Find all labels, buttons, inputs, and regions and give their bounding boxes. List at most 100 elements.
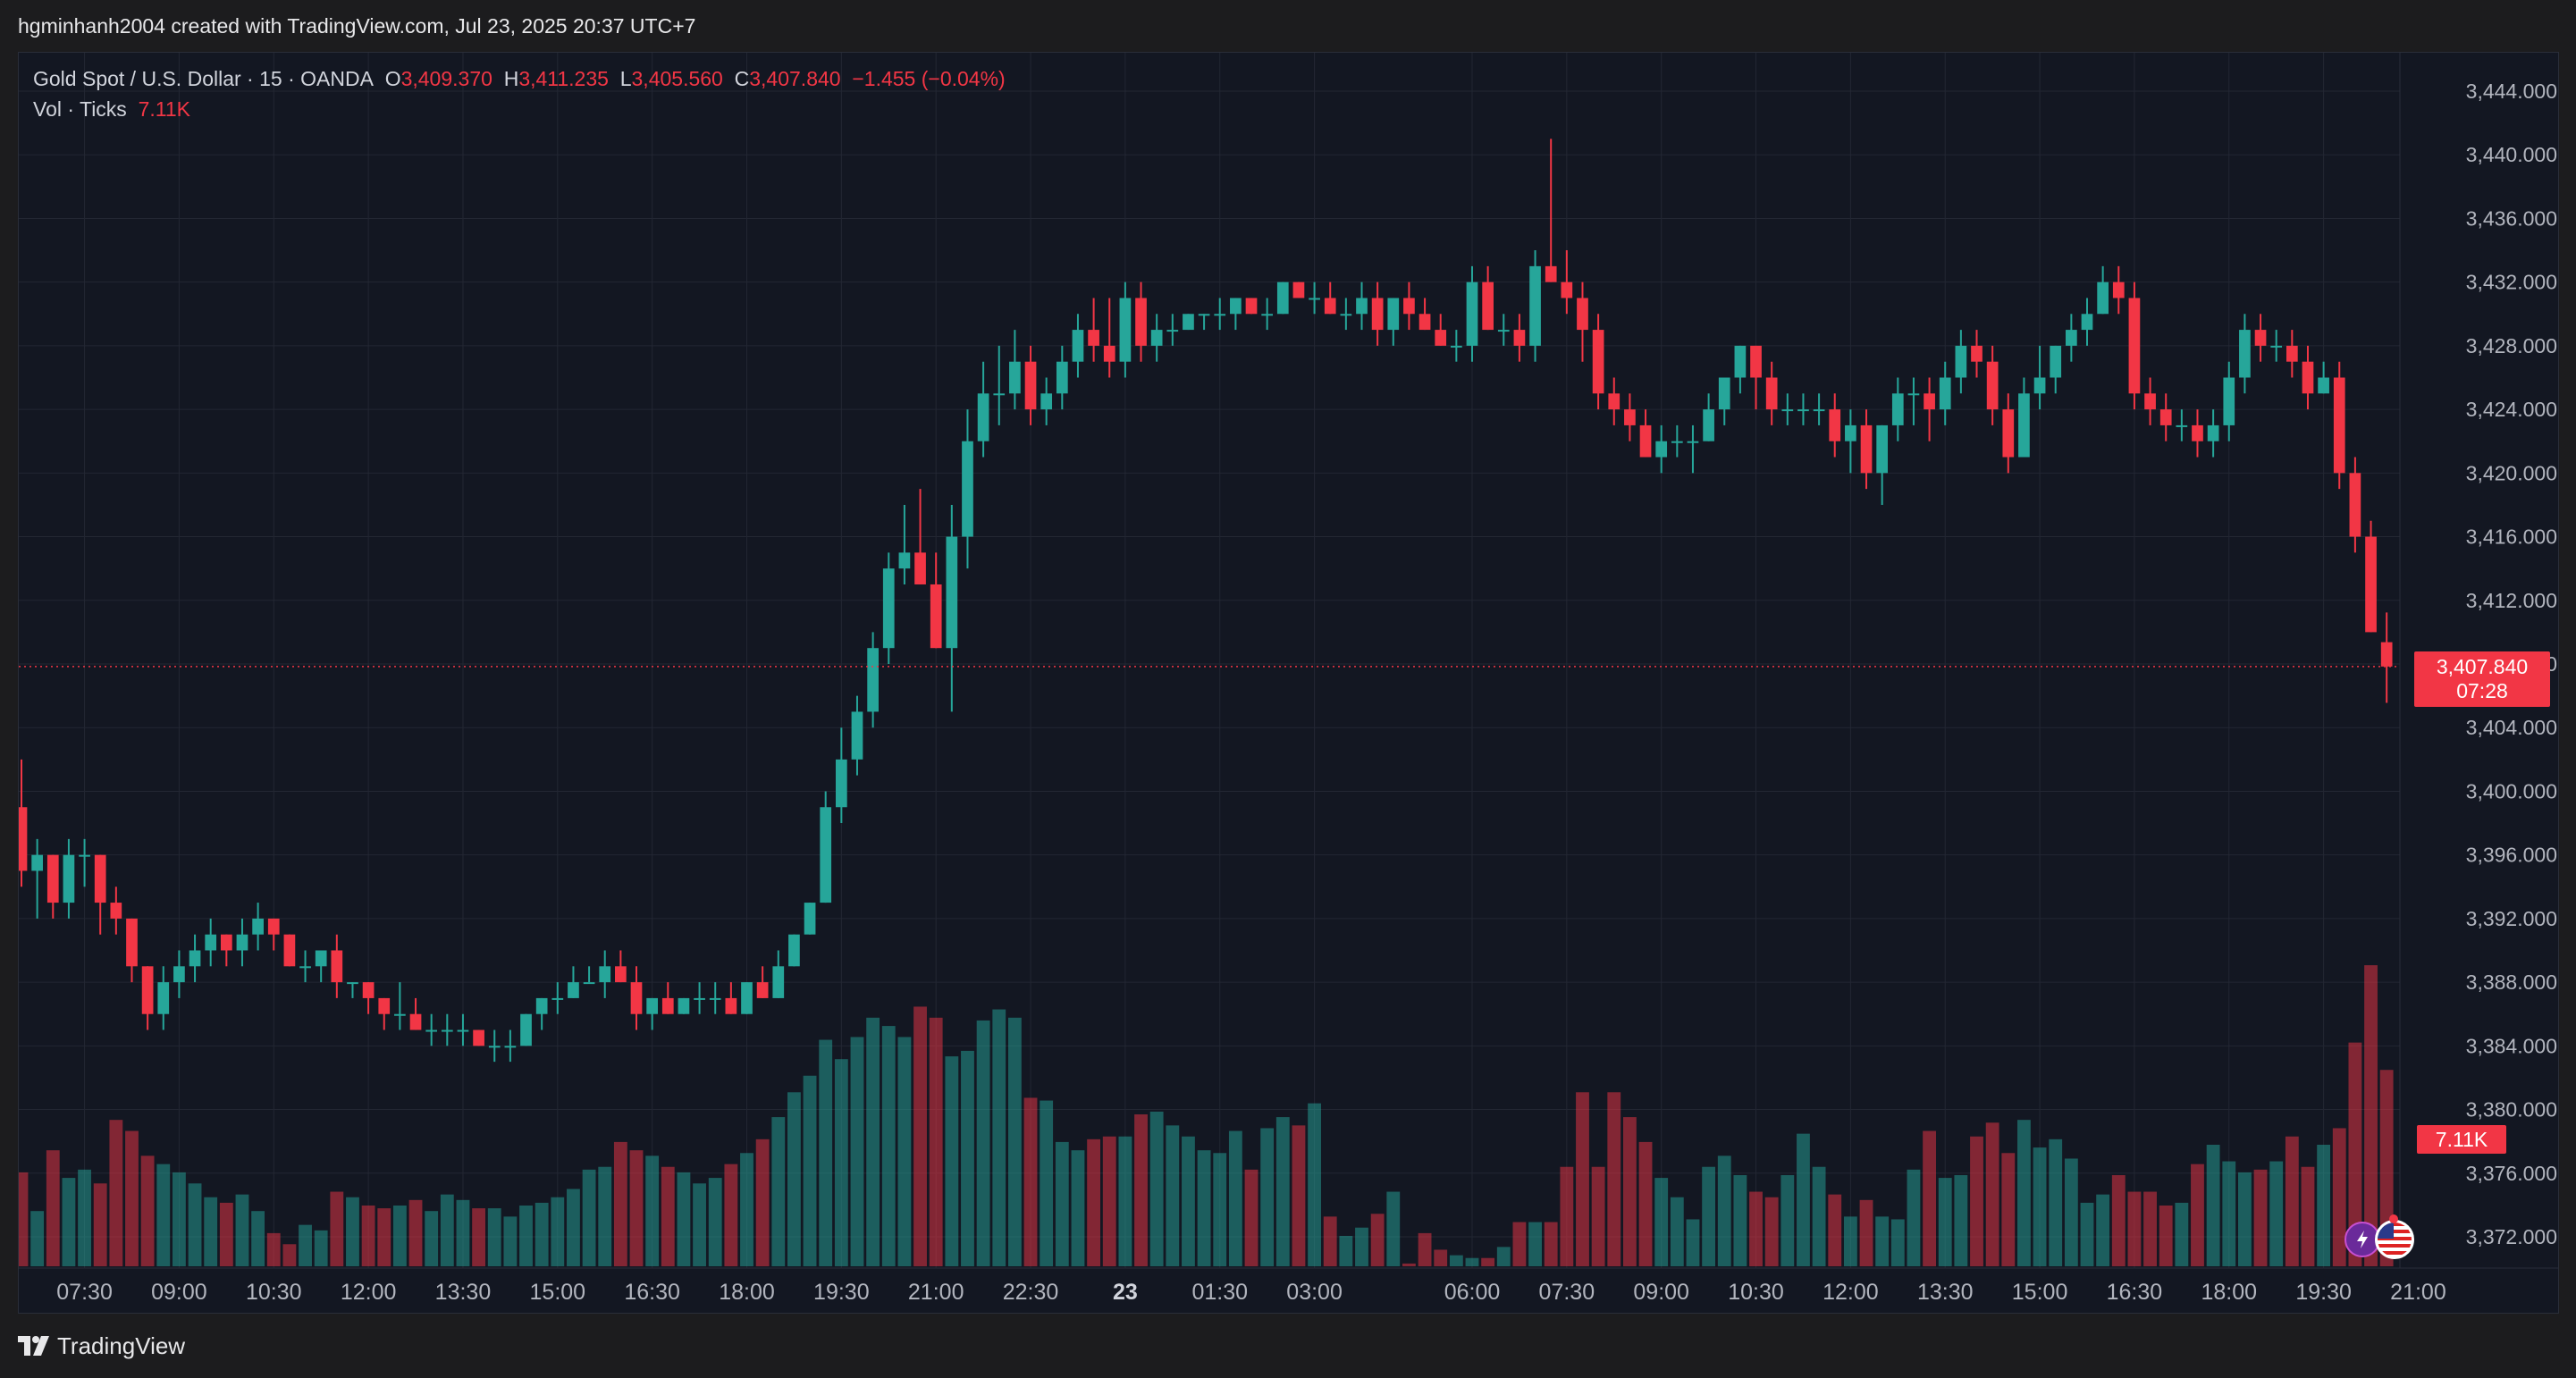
volume-bar bbox=[1954, 1175, 1968, 1266]
volume-bar bbox=[1386, 1191, 1401, 1266]
y-tick-label: 3,444.000 bbox=[2466, 80, 2557, 103]
y-tick-label: 3,428.000 bbox=[2466, 334, 2557, 357]
candle-body bbox=[2033, 377, 2046, 394]
candle-body bbox=[2081, 314, 2093, 331]
low-label: L bbox=[619, 67, 632, 90]
volume-label[interactable]: Vol · Ticks bbox=[33, 97, 127, 121]
candle-body bbox=[1797, 409, 1809, 412]
volume-bar bbox=[2017, 1120, 2031, 1266]
symbol-label[interactable]: Gold Spot / U.S. Dollar · 15 · OANDA bbox=[33, 67, 374, 90]
candle-body bbox=[1986, 361, 1999, 410]
candle-body bbox=[1009, 361, 1021, 394]
volume-bar bbox=[1023, 1097, 1038, 1266]
candle-body bbox=[741, 982, 753, 1014]
volume-value: 7.11K bbox=[138, 97, 190, 121]
candle-body bbox=[2223, 377, 2235, 425]
candle-body bbox=[946, 536, 958, 649]
volume-bar bbox=[2364, 965, 2378, 1266]
candle-body bbox=[694, 997, 705, 1000]
volume-bar bbox=[251, 1211, 265, 1266]
x-tick-label: 15:00 bbox=[2012, 1280, 2068, 1305]
candle-body bbox=[19, 807, 28, 871]
volume-bar bbox=[2064, 1158, 2078, 1266]
tradingview-logo[interactable]: TradingView bbox=[18, 1332, 185, 1360]
candle-body bbox=[1135, 298, 1147, 346]
volume-bar bbox=[1244, 1169, 1259, 1266]
volume-bar bbox=[1496, 1247, 1511, 1266]
volume-bar bbox=[1134, 1114, 1148, 1266]
high-value: 3,411.235 bbox=[518, 67, 609, 90]
candle-body bbox=[599, 966, 611, 983]
chart-panel[interactable]: 3,444.000 3,440.000 3,436.000 3,432.000 3,42… bbox=[18, 52, 2559, 1314]
candle-body bbox=[1356, 298, 1368, 315]
candle-body bbox=[993, 393, 1006, 396]
volume-bar bbox=[1654, 1178, 1669, 1266]
legend: Gold Spot / U.S. Dollar · 15 · OANDA O 3,… bbox=[33, 63, 1006, 124]
candle-body bbox=[1183, 314, 1194, 331]
candle-body bbox=[962, 441, 973, 537]
volume-bar bbox=[1308, 1103, 1321, 1266]
candle-body bbox=[551, 997, 564, 1000]
candle-body bbox=[1418, 314, 1431, 331]
y-tick-label: 3,392.000 bbox=[2466, 907, 2557, 930]
candle-body bbox=[2144, 393, 2156, 410]
volume-bar bbox=[771, 1117, 786, 1266]
x-tick-label: 07:30 bbox=[1539, 1280, 1595, 1305]
candle-body bbox=[820, 807, 832, 903]
candle-body bbox=[236, 934, 248, 951]
volume-bar bbox=[645, 1155, 660, 1266]
volume-bar bbox=[2269, 1161, 2284, 1266]
volume-bar bbox=[266, 1232, 281, 1266]
candle-body bbox=[898, 552, 911, 569]
candle-body bbox=[1371, 298, 1384, 331]
volume-bar bbox=[1228, 1130, 1242, 1266]
volume-bar bbox=[2033, 1147, 2047, 1266]
candle-body bbox=[425, 1029, 438, 1032]
volume-bar bbox=[109, 1120, 123, 1266]
candle-body bbox=[1103, 345, 1115, 362]
x-tick-label: 10:30 bbox=[246, 1280, 302, 1305]
volume-bar bbox=[1859, 1199, 1873, 1266]
candle-body bbox=[94, 854, 106, 903]
volume-bar bbox=[661, 1166, 675, 1266]
candle-body bbox=[1608, 393, 1621, 410]
candle-body bbox=[1655, 441, 1668, 458]
candle-body bbox=[2066, 330, 2077, 346]
candlestick-chart[interactable]: 3,444.000 3,440.000 3,436.000 3,432.000 3,42… bbox=[19, 53, 2559, 1314]
volume-bar bbox=[78, 1169, 91, 1266]
volume-bar bbox=[1843, 1216, 1857, 1266]
candle-body bbox=[1214, 314, 1226, 316]
candle-body bbox=[2302, 361, 2314, 394]
volume-bar bbox=[2049, 1139, 2063, 1266]
candle-body bbox=[1245, 298, 1258, 315]
candle-body bbox=[977, 393, 989, 441]
last-price-badge: 3,407.840 07:28 bbox=[2414, 651, 2550, 707]
close-value: 3,407.840 bbox=[749, 67, 841, 90]
candle-body bbox=[788, 934, 800, 967]
volume-bar bbox=[204, 1197, 218, 1266]
candle-body bbox=[835, 759, 847, 808]
tradingview-brand: TradingView bbox=[57, 1332, 186, 1359]
volume-bar bbox=[1166, 1125, 1180, 1266]
volume-bar bbox=[693, 1183, 706, 1266]
volume-bar bbox=[392, 1206, 407, 1266]
candle-body bbox=[535, 997, 548, 1014]
candle-body bbox=[1624, 409, 1636, 425]
volume-bar bbox=[582, 1169, 596, 1266]
candle-body bbox=[473, 1029, 484, 1046]
us-flag-icon[interactable] bbox=[2375, 1220, 2414, 1259]
x-tick-label: 21:00 bbox=[2390, 1280, 2446, 1305]
candle-body bbox=[1907, 393, 1920, 396]
volume-bar bbox=[1260, 1128, 1275, 1266]
volume-bar bbox=[1544, 1222, 1558, 1266]
x-tick-label: 10:30 bbox=[1728, 1280, 1784, 1305]
volume-bar bbox=[1102, 1136, 1116, 1266]
candle-body bbox=[1891, 393, 1904, 425]
volume-bar bbox=[235, 1194, 249, 1266]
candle-body bbox=[1450, 345, 1462, 348]
candle-body bbox=[189, 950, 201, 967]
y-tick-label: 3,388.000 bbox=[2466, 970, 2557, 994]
volume-bar bbox=[1985, 1122, 1999, 1266]
volume-bar bbox=[1355, 1227, 1368, 1266]
candle-body bbox=[615, 966, 627, 983]
